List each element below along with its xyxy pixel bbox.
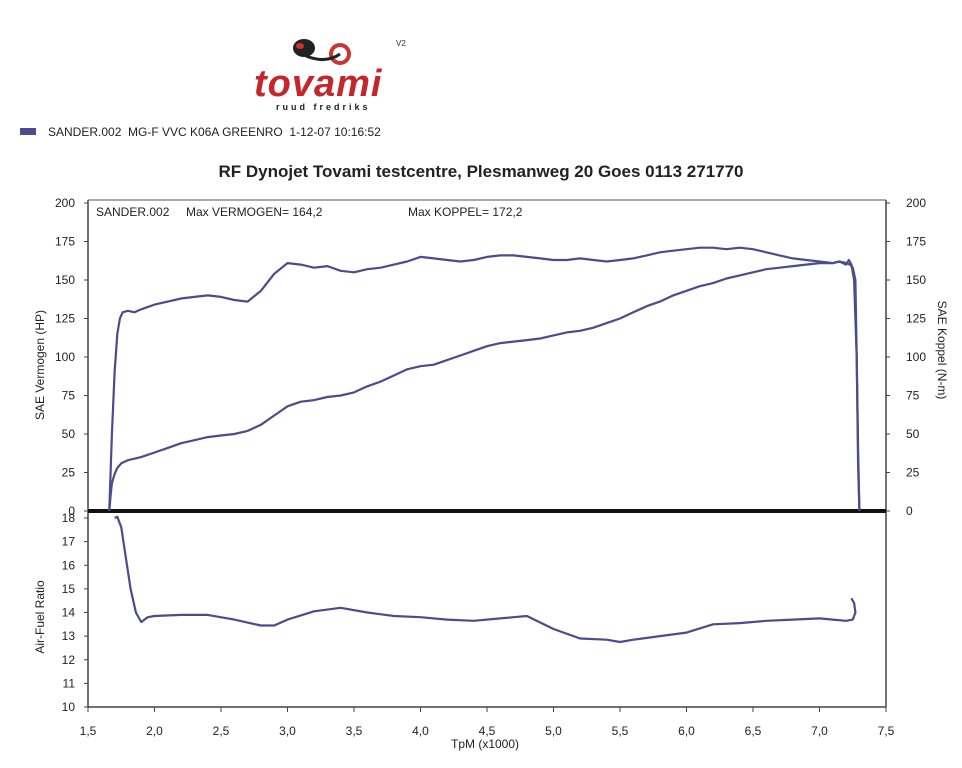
torque-tick-label: 50 xyxy=(906,427,920,441)
rpm-axis-ticks: 1,5 2,0 2,5 3,0 3,5 4,0 4,5 5,0 5,5 6,0 6,5 7,0 7,5 xyxy=(80,707,895,738)
rpm-tick-label: 3,5 xyxy=(346,724,363,738)
chart-frame xyxy=(87,199,887,708)
torque-tick-label: 125 xyxy=(906,312,926,326)
afr-tick-label: 18 xyxy=(62,511,76,525)
torque-tick-label: 175 xyxy=(906,235,926,249)
rpm-tick-label: 2,0 xyxy=(146,724,163,738)
legend-swatch xyxy=(20,128,36,136)
afr-series-line xyxy=(114,515,857,644)
afr-axis-ticks: 10 11 12 13 14 15 16 17 18 xyxy=(62,511,88,714)
torque-tick-label: 200 xyxy=(906,196,926,210)
afr-tick-label: 15 xyxy=(62,582,76,596)
torque-tick-label: 75 xyxy=(906,389,920,403)
torque-axis-ticks: 0 25 50 75 100 125 150 175 200 xyxy=(886,196,926,518)
rpm-tick-label: 3,0 xyxy=(279,724,296,738)
power-tick-label: 200 xyxy=(55,196,75,210)
rpm-tick-label: 7,5 xyxy=(878,724,895,738)
rpm-tick-label: 4,5 xyxy=(479,724,496,738)
torque-tick-label: 150 xyxy=(906,273,926,287)
annotation-run-name: SANDER.002 xyxy=(96,205,170,219)
torque-series-line xyxy=(108,246,861,512)
power-tick-label: 50 xyxy=(62,427,76,441)
power-tick-label: 25 xyxy=(62,466,76,480)
torque-axis-label: SAE Koppel (N-m) xyxy=(935,301,949,400)
rpm-tick-label: 6,5 xyxy=(745,724,762,738)
afr-axis-label: Air-Fuel Ratio xyxy=(33,580,47,654)
logo-version: V2 xyxy=(396,39,406,48)
annotation-max-power: Max VERMOGEN= 164,2 xyxy=(186,205,323,219)
helmet-logo-icon xyxy=(293,39,351,65)
legend-run-name: SANDER.002 xyxy=(48,124,122,139)
annotation-max-torque: Max KOPPEL= 172,2 xyxy=(408,205,523,219)
legend-description: MG-F VVC K06A GREENRO xyxy=(128,124,283,139)
power-axis-label: SAE Vermogen (HP) xyxy=(33,310,47,420)
power-tick-label: 75 xyxy=(62,389,76,403)
rpm-tick-label: 7,0 xyxy=(811,724,828,738)
power-series-line xyxy=(108,260,861,512)
afr-tick-label: 17 xyxy=(62,535,76,549)
afr-tick-label: 10 xyxy=(62,700,76,714)
legend: SANDER.002 MG-F VVC K06A GREENRO 1-12-07… xyxy=(20,124,381,139)
rpm-tick-label: 4,0 xyxy=(412,724,429,738)
torque-tick-label: 0 xyxy=(906,504,913,518)
power-tick-label: 0 xyxy=(68,504,75,518)
legend-timestamp: 1-12-07 10:16:52 xyxy=(289,124,381,139)
afr-tick-label: 12 xyxy=(62,653,76,667)
afr-tick-label: 14 xyxy=(62,606,76,620)
chart-title: RF Dynojet Tovami testcentre, Plesmanweg… xyxy=(218,162,744,181)
power-tick-label: 100 xyxy=(55,350,75,364)
torque-tick-label: 25 xyxy=(906,466,920,480)
rpm-tick-label: 2,5 xyxy=(213,724,230,738)
logo-subtext: ruud fredriks xyxy=(276,102,371,112)
afr-tick-label: 11 xyxy=(63,676,76,690)
power-axis-ticks: 0 25 50 75 100 125 150 175 200 xyxy=(55,196,88,518)
rpm-axis-label: TpM (x1000) xyxy=(451,737,519,751)
power-tick-label: 125 xyxy=(55,312,75,326)
rpm-tick-label: 1,5 xyxy=(80,724,97,738)
torque-tick-label: 100 xyxy=(906,350,926,364)
rpm-tick-label: 5,5 xyxy=(612,724,629,738)
power-tick-label: 175 xyxy=(55,235,75,249)
rpm-tick-label: 5,0 xyxy=(545,724,562,738)
rpm-tick-label: 6,0 xyxy=(678,724,695,738)
tovami-logo: tovami V2 ruud fredriks xyxy=(254,39,406,112)
logo-text: tovami xyxy=(254,63,383,105)
power-tick-label: 150 xyxy=(55,273,75,287)
afr-tick-label: 16 xyxy=(62,558,76,572)
afr-tick-label: 13 xyxy=(62,629,76,643)
